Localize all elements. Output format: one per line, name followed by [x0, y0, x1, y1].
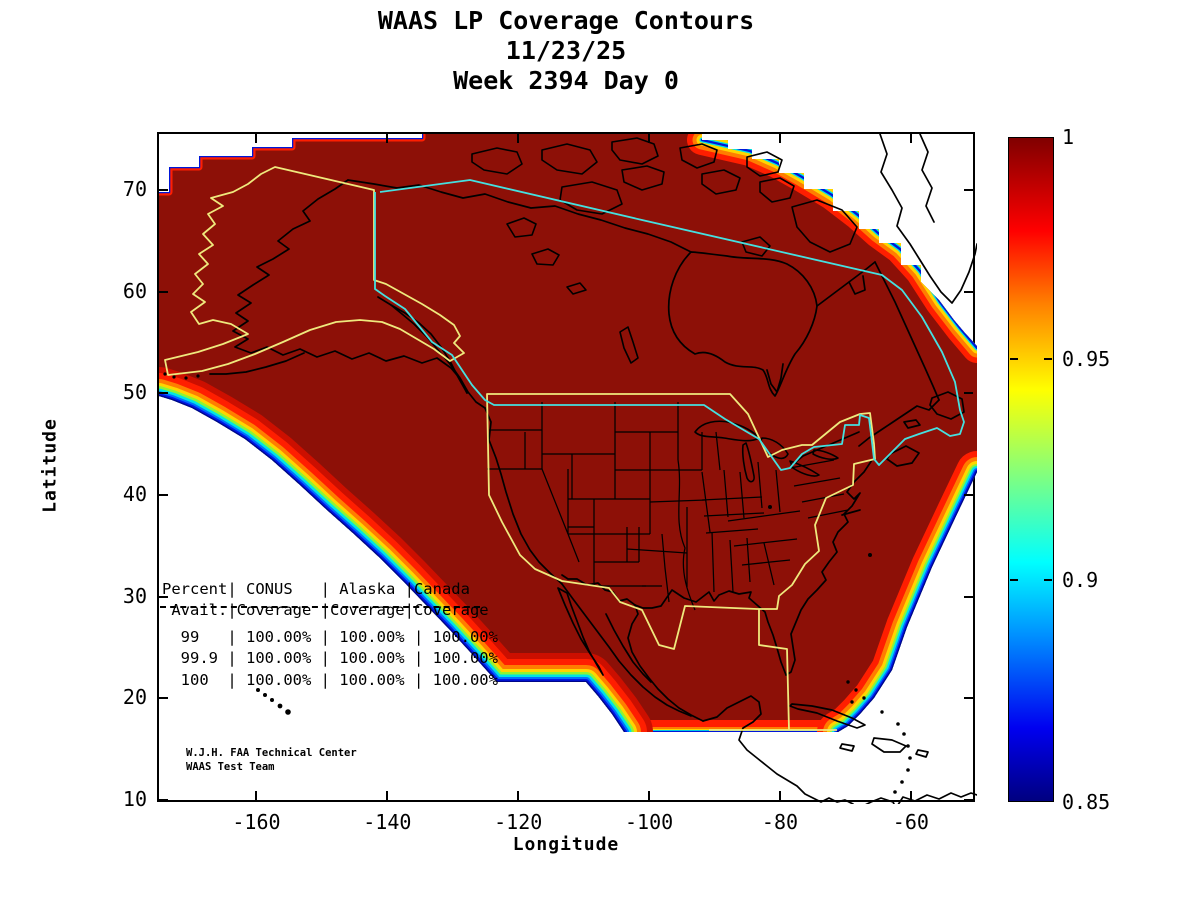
coverage-stats-header: Percent| CONUS | Alaska |Canada Avail.|C…	[162, 579, 489, 619]
x-tick-mark	[778, 791, 781, 800]
x-tick-label: -140	[363, 810, 412, 834]
colorbar-tick-label: 0.9	[1062, 568, 1099, 593]
y-tick-mark	[159, 798, 168, 801]
canada-region-outline	[374, 179, 965, 471]
x-tick-label: -100	[625, 810, 674, 834]
alaska-region-outline	[164, 166, 465, 376]
x-tick-mark	[255, 134, 258, 143]
y-tick-mark	[964, 595, 973, 598]
y-tick-label: 50	[122, 380, 147, 405]
y-tick-mark	[159, 188, 168, 191]
map-plot-area	[157, 132, 977, 804]
small-islands	[163, 372, 912, 794]
colorbar-tick-mark	[1044, 357, 1052, 360]
y-tick-mark	[964, 493, 973, 496]
x-tick-mark	[778, 134, 781, 143]
x-tick-mark	[517, 134, 520, 143]
y-tick-label: 60	[122, 278, 147, 303]
region-outline-yellow	[164, 166, 876, 731]
colorbar-tick-label: 1	[1062, 125, 1075, 149]
coverage-region-fill	[159, 134, 977, 732]
coastlines	[209, 134, 977, 804]
x-tick-mark	[909, 791, 912, 800]
y-tick-label: 10	[122, 786, 147, 811]
y-tick-label: 40	[122, 481, 147, 506]
conus-offshore-outline	[709, 609, 837, 731]
y-tick-mark	[159, 595, 168, 598]
y-tick-label: 20	[122, 685, 147, 710]
y-tick-mark	[159, 493, 168, 496]
figure-subtitle-date: 11/23/25	[505, 36, 627, 65]
x-tick-mark	[648, 791, 651, 800]
x-tick-mark	[255, 791, 258, 800]
colorbar-tick-mark	[1044, 579, 1052, 582]
y-tick-mark	[159, 697, 168, 700]
conus-region-outline	[486, 393, 876, 650]
y-axis-label: Latitude	[39, 418, 61, 513]
x-tick-mark	[386, 134, 389, 143]
y-tick-mark	[964, 697, 973, 700]
y-tick-mark	[159, 392, 168, 395]
figure-title: WAAS LP Coverage Contours	[377, 6, 755, 35]
y-tick-label: 30	[122, 583, 147, 608]
coverage-map-svg	[159, 134, 977, 804]
x-axis-label: Longitude	[512, 834, 620, 855]
x-tick-mark	[386, 791, 389, 800]
y-tick-label: 70	[122, 176, 147, 201]
x-tick-label: -160	[232, 810, 281, 834]
figure-title-block: WAAS LP Coverage Contours 11/23/25 Week …	[157, 6, 975, 96]
coverage-stats-rows: 99 | 100.00% | 100.00% | 100.00% 99.9 | …	[180, 627, 498, 689]
state-boundaries	[487, 402, 849, 611]
colorbar-tick-mark	[1010, 579, 1018, 582]
colorbar-tick-label: 0.95	[1062, 346, 1111, 371]
colorbar-tick-label: 0.85	[1062, 790, 1111, 814]
colorbar	[1008, 137, 1054, 802]
x-tick-label: -80	[761, 810, 799, 834]
x-tick-mark	[909, 134, 912, 143]
y-tick-mark	[159, 290, 168, 293]
attribution-text: W.J.H. FAA Technical Center WAAS Test Te…	[186, 746, 357, 773]
fringe-northwest-stairs	[159, 134, 426, 196]
x-tick-mark	[648, 134, 651, 143]
y-tick-mark	[964, 188, 973, 191]
colorbar-tick-mark	[1010, 357, 1018, 360]
y-tick-mark	[964, 798, 973, 801]
y-tick-mark	[964, 392, 973, 395]
fringe-southwest	[159, 367, 653, 732]
x-tick-label: -60	[892, 810, 929, 834]
x-tick-label: -120	[494, 810, 543, 834]
figure-subtitle-week: Week 2394 Day 0	[453, 66, 679, 95]
y-tick-mark	[964, 290, 973, 293]
stats-separator-line	[160, 606, 480, 608]
x-tick-mark	[517, 791, 520, 800]
